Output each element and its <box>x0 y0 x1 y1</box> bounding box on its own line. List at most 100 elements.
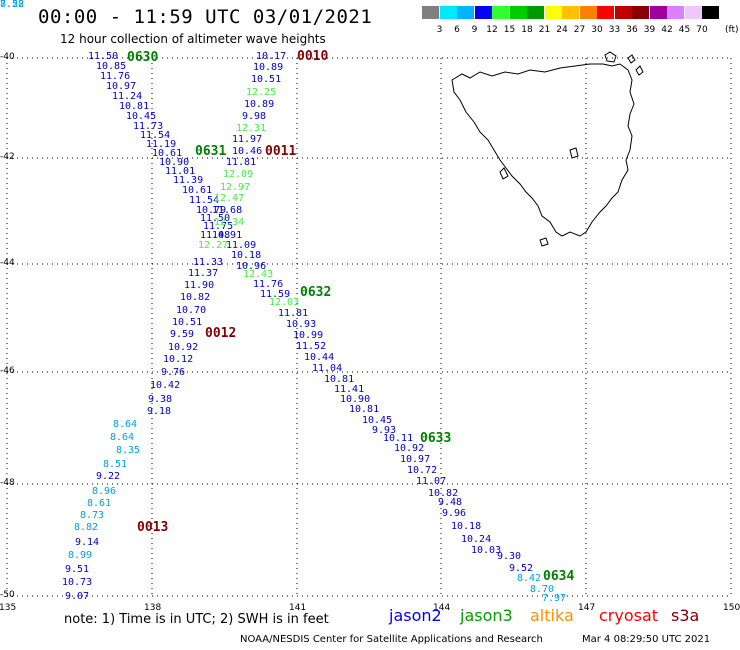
wave-height-value: 12.43 <box>243 269 274 280</box>
wave-height-value: 10.81 <box>324 374 355 385</box>
wave-height-value: 12.31 <box>236 123 267 134</box>
pass-time-label: 0632 <box>300 285 332 300</box>
wave-height-value: 10.91 <box>212 230 243 241</box>
wave-height-value: 11.75 <box>203 221 234 232</box>
wave-height-value: 8.64 <box>113 419 138 430</box>
wave-height-value: 8.96 <box>92 486 117 497</box>
wave-height-value: 12.34 <box>214 217 245 228</box>
wave-height-value: 9.22 <box>96 471 121 482</box>
wave-height-value: 10.89 <box>253 62 284 73</box>
wave-height-value: 12.03 <box>269 297 300 308</box>
wave-height-value: 10.72 <box>407 465 438 476</box>
credit-text: NOAA/NESDIS Center for Satellite Applica… <box>240 634 543 645</box>
wave-height-value: 10.97 <box>400 454 431 465</box>
wave-height-value: 8.61 <box>87 498 112 509</box>
legend-unit: (ft) <box>725 25 739 35</box>
longitude-label: 144 <box>433 603 451 613</box>
latitude-label: -48 <box>0 478 15 488</box>
wave-height-value: 8.35 <box>116 445 141 456</box>
wave-height-value: 10.03 <box>471 545 502 556</box>
wave-height-value: 8.99 <box>68 550 93 561</box>
wave-height-value: 9.76 <box>161 367 186 378</box>
wave-height-value: 11.41 <box>334 384 365 395</box>
legend-swatch <box>527 6 544 19</box>
legend-label: 24 <box>556 25 568 35</box>
legend-swatch <box>702 6 719 19</box>
wave-height-value: 10.61 <box>182 185 213 196</box>
wave-height-value: 10.18 <box>231 250 262 261</box>
latitude-label: -42 <box>0 152 15 162</box>
satellite-label-s3a: s3a <box>671 606 700 625</box>
wave-height-value: 10.11 <box>383 433 414 444</box>
wave-height-value: 9.30 <box>497 551 522 562</box>
wave-height-value: 10.46 <box>232 146 263 157</box>
wave-height-value: 11.04 <box>312 363 343 374</box>
wave-height-value: 10.45 <box>362 415 393 426</box>
legend-swatch <box>492 6 509 19</box>
legend-swatch <box>474 6 492 19</box>
wave-height-value: 10.90 <box>159 157 190 168</box>
legend-swatch <box>597 6 614 19</box>
wave-height-value: 11.01 <box>165 166 196 177</box>
pass-time-label: 0011 <box>265 144 297 159</box>
wave-height-value: 11.76 <box>253 279 284 290</box>
wave-height-value: 10.97 <box>106 81 137 92</box>
wave-height-value: 10.17 <box>256 51 287 62</box>
wave-height-value: 10.61 <box>152 148 183 159</box>
legend-label: 70 <box>696 25 708 35</box>
wave-height-value: 11.52 <box>296 341 327 352</box>
wave-height-value: 11.97 <box>232 134 263 145</box>
footer-note: note: 1) Time is in UTC; 2) SWH is in fe… <box>64 612 329 627</box>
legend-swatch <box>422 6 439 19</box>
wave-height-value: 11.68 <box>212 205 243 216</box>
wave-height-value: 9.14 <box>75 537 100 548</box>
wave-height-value: 10.93 <box>286 319 317 330</box>
legend-label: 3 <box>436 25 443 35</box>
legend-label: 33 <box>608 25 621 35</box>
wave-height-value: 10.96 <box>236 261 267 272</box>
wave-height-value: 12.27 <box>198 240 229 251</box>
wave-height-value: 9.38 <box>148 394 173 405</box>
legend-label: 30 <box>591 25 603 35</box>
wave-height-value: 11.19 <box>146 139 177 150</box>
wave-height-value: 9.51 <box>65 564 90 575</box>
wave-height-value: 11.33 <box>193 257 224 268</box>
wave-height-value: 9.93 <box>372 425 397 436</box>
legend-label: 36 <box>626 25 638 35</box>
wave-height-value: 10.51 <box>251 74 282 85</box>
pass-time-label: 0631 <box>195 144 227 159</box>
longitude-label: 150 <box>723 603 740 613</box>
wave-height-value: 10.45 <box>126 111 157 122</box>
wave-height-value: 10.81 <box>119 101 150 112</box>
legend-swatch <box>457 6 474 19</box>
legend-label: 15 <box>503 25 516 35</box>
satellite-label-altika: altika <box>530 606 574 625</box>
wave-height-value: 11.76 <box>100 71 131 82</box>
longitude-label: 138 <box>144 603 162 613</box>
wave-height-value: 8.70 <box>530 584 555 595</box>
legend-label: 39 <box>643 25 656 35</box>
wave-height-value: 10.90 <box>340 394 371 405</box>
map-title: 00:00 - 11:59 UTC 03/01/2021 <box>38 6 373 28</box>
satellite-label-jason3: jason3 <box>460 606 513 625</box>
wave-height-value: 8.73 <box>80 510 105 521</box>
legend-swatch <box>649 6 667 19</box>
legend-label: 9 <box>471 25 478 35</box>
legend-label: 6 <box>454 25 460 35</box>
pass-time-label: 0012 <box>205 326 237 341</box>
legend-label: 42 <box>661 25 673 35</box>
longitude-label: 135 <box>0 603 17 613</box>
legend-label: 12 <box>486 25 498 35</box>
wave-height-value: 10.42 <box>150 380 181 391</box>
legend-swatch <box>439 6 457 19</box>
wave-height-value: 9.07 <box>65 591 90 602</box>
wave-height-value: 9.48 <box>438 497 463 508</box>
wave-height-value: 8.64 <box>110 432 135 443</box>
wave-height-value: 11.81 <box>278 308 309 319</box>
legend-swatch <box>509 6 527 19</box>
longitude-label: 147 <box>578 603 596 613</box>
wave-height-value: 8.28 <box>0 0 25 10</box>
pass-time-label: 0634 <box>543 569 575 584</box>
lat-lon-grid <box>6 57 732 597</box>
